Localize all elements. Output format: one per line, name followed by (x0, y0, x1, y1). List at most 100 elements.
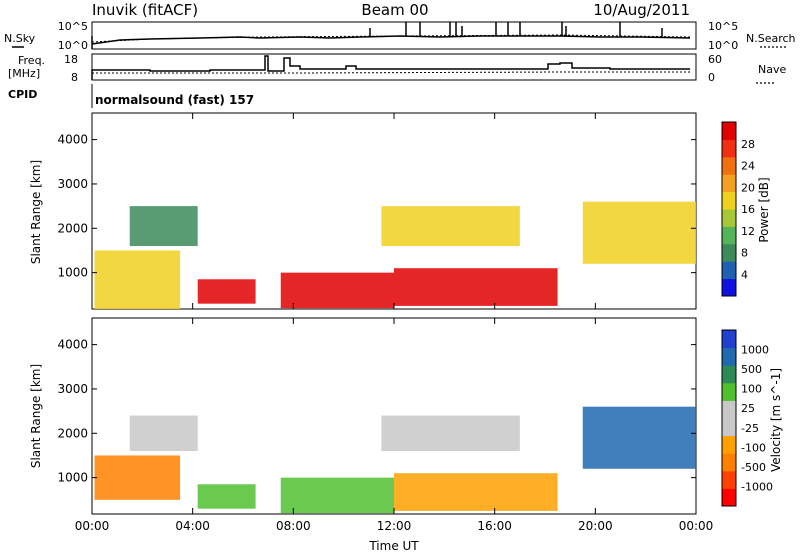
freq-label-2: [MHz] (8, 67, 40, 80)
velocity-ylabel: Slant Range [km] (29, 364, 43, 468)
station-title: Inuvik (fitACF) (92, 1, 198, 19)
colorbar-tick-label: 100 (741, 383, 762, 396)
nave-tick-high: 60 (708, 53, 722, 66)
velocity-xlabel: Time UT (368, 539, 419, 553)
power-y-ticks: 1000 2000 3000 4000 (57, 133, 696, 280)
scatter-region-2 (197, 279, 256, 304)
power-panel: 1000 2000 3000 4000 (57, 112, 697, 310)
y-tick-label: 2000 (57, 426, 88, 440)
colorbar-segment (722, 382, 736, 401)
x-tick-label: 20:00 (578, 519, 613, 533)
noise-spikes (91, 22, 663, 49)
colorbar-segment (722, 435, 736, 454)
noise-sky-trace (91, 35, 691, 45)
nave-label: Nave (758, 63, 786, 76)
nave-trace (92, 71, 690, 74)
velocity-panel: 1000 2000 3000 4000 00:00 04:00 08:00 12:00 16:… (57, 317, 714, 533)
y-tick-label: 1000 (57, 266, 88, 280)
x-tick-label: 08:00 (276, 519, 311, 533)
beam-title: Beam 00 (361, 1, 428, 19)
scatter-region-6 (582, 406, 696, 469)
power-ylabel: Slant Range [km] (29, 160, 43, 264)
colorbar-tick-label: -1000 (741, 480, 773, 493)
x-tick-label: 00:00 (679, 519, 714, 533)
frequency-panel (91, 53, 697, 81)
scatter-region-1 (129, 415, 198, 452)
y-tick-label: 4000 (57, 338, 88, 352)
x-tick-label: 04:00 (175, 519, 210, 533)
nsearch-label: N.Search (746, 32, 796, 45)
y-tick-label: 2000 (57, 221, 88, 235)
colorbar-tick-label: 24 (741, 160, 755, 173)
noise-left-tick-low: 10^0 (58, 39, 88, 52)
colorbar-segment (722, 174, 736, 193)
scatter-region-4 (394, 268, 558, 306)
colorbar-tick-label: 16 (741, 203, 755, 216)
velocity-colorbar: -1000 -500 -100 -25 25 100 500 1000 (721, 329, 773, 507)
colorbar-segment (722, 261, 736, 280)
power-x-ticks (91, 113, 697, 309)
scatter-region-5 (381, 206, 520, 247)
colorbar-segment (722, 453, 736, 472)
x-tick-label: 12:00 (377, 519, 412, 533)
colorbar-tick-label: 1000 (741, 344, 769, 357)
scatter-region-2 (197, 484, 256, 509)
power-regions (94, 201, 696, 309)
colorbar-segment (722, 365, 736, 384)
colorbar-segment (722, 122, 736, 140)
scatter-region-3 (280, 272, 394, 309)
freq-label-1: Freq. (18, 54, 45, 67)
scatter-region-0 (94, 250, 181, 309)
colorbar-segment (722, 330, 736, 349)
colorbar-segment (722, 191, 736, 210)
colorbar-tick-label: 12 (741, 225, 755, 238)
y-tick-label: 1000 (57, 471, 88, 485)
noise-right-tick-high: 10^5 (708, 20, 738, 33)
scatter-region-3 (280, 477, 394, 514)
velocity-x-ticks: 00:00 04:00 08:00 12:00 16:00 20:00 00:00 (75, 318, 714, 533)
freq-tick-low: 8 (71, 71, 78, 84)
scatter-region-0 (94, 455, 181, 500)
noise-right-tick-low: 10^0 (708, 39, 738, 52)
colorbar-tick-label: 20 (741, 181, 755, 194)
colorbar-segment (722, 156, 736, 175)
x-tick-label: 00:00 (75, 519, 110, 533)
colorbar-segment (722, 347, 736, 366)
colorbar-segment (722, 278, 736, 297)
colorbar-tick-label: 25 (741, 402, 755, 415)
date-title: 10/Aug/2011 (593, 1, 690, 19)
scatter-region-5 (381, 415, 520, 452)
colorbar-tick-label: 28 (741, 138, 755, 151)
colorbar-segment (722, 139, 736, 158)
scatter-region-1 (129, 206, 198, 247)
colorbar-segment (722, 418, 736, 437)
x-tick-label: 16:00 (477, 519, 512, 533)
velocity-y-ticks: 1000 2000 3000 4000 (57, 338, 696, 485)
cpid-text: normalsound (fast) 157 (95, 93, 254, 107)
colorbar-tick-label: 4 (741, 268, 748, 281)
colorbar-segment (722, 470, 736, 489)
colorbar-segment (722, 243, 736, 262)
power-colorbar-label: Power [dB] (757, 177, 771, 242)
nave-tick-low: 0 (708, 71, 715, 84)
colorbar-segment (722, 209, 736, 227)
y-tick-label: 4000 (57, 133, 88, 147)
velocity-colorbar-label: Velocity [m s^-1] (769, 368, 783, 472)
colorbar-segment (722, 488, 736, 507)
colorbar-tick-label: 500 (741, 363, 762, 376)
cpid-label: CPID (8, 88, 37, 101)
colorbar-segment (722, 400, 736, 419)
power-colorbar: 4 8 12 16 20 24 28 (721, 121, 755, 297)
y-tick-label: 3000 (57, 177, 88, 191)
y-tick-label: 3000 (57, 382, 88, 396)
colorbar-tick-label: -500 (741, 461, 766, 474)
colorbar-tick-label: -100 (741, 441, 766, 454)
scatter-region-4 (394, 473, 558, 511)
colorbar-segment (722, 226, 736, 245)
frequency-trace (91, 55, 690, 80)
nsky-label: N.Sky (4, 32, 36, 45)
noise-left-tick-high: 10^5 (58, 20, 88, 33)
velocity-regions (94, 406, 696, 514)
freq-tick-high: 18 (64, 53, 78, 66)
